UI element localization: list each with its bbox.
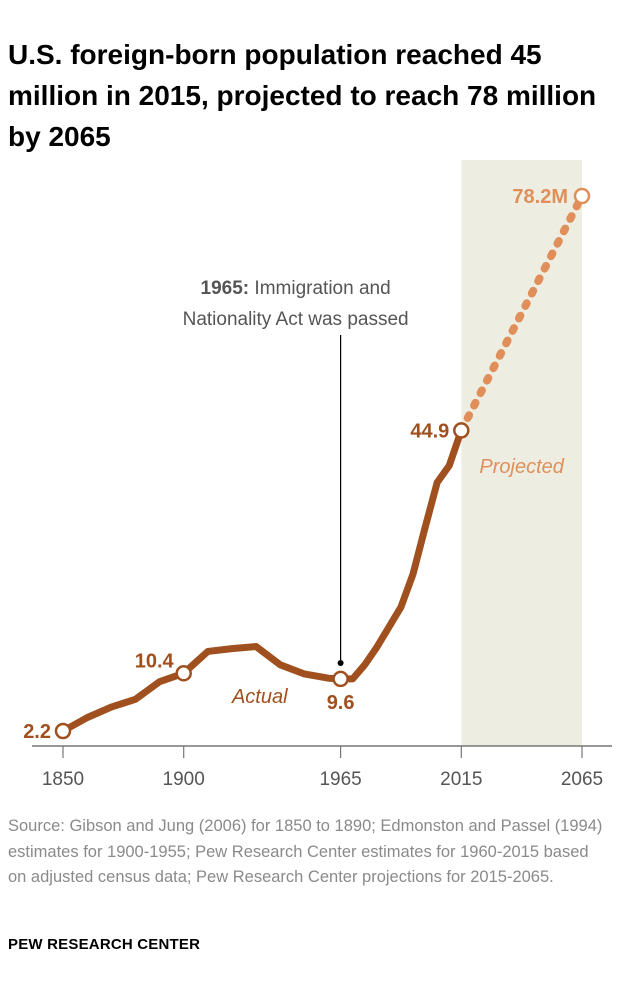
annotation-line1: Immigration and xyxy=(254,278,390,299)
x-tick-label: 1850 xyxy=(42,769,84,790)
x-tick-label: 2065 xyxy=(561,769,603,790)
data-point-marker xyxy=(573,187,591,205)
annotation-text-line1: 1965: Immigration and xyxy=(201,278,391,299)
annotation-1965: 1965: Immigration and Nationality Act wa… xyxy=(183,278,409,666)
annotation-dot xyxy=(337,660,344,666)
data-point-marker xyxy=(54,722,72,740)
data-label: 44.9 xyxy=(410,420,449,442)
projection-band xyxy=(461,160,582,746)
series-label-projected: Projected xyxy=(479,456,564,478)
data-label: 2.2 xyxy=(23,721,51,743)
data-point-marker xyxy=(453,422,470,439)
data-label: 9.6 xyxy=(327,692,355,714)
data-point-marker xyxy=(332,670,349,688)
series-line-actual xyxy=(59,426,465,735)
data-label: 78.2M xyxy=(512,186,568,208)
brand-logo-text: PEW RESEARCH CENTER xyxy=(8,936,201,953)
data-label: 10.4 xyxy=(135,650,175,672)
series-label-actual: Actual xyxy=(231,686,288,708)
x-tick-label: 2015 xyxy=(440,769,482,790)
source-note: Source: Gibson and Jung (2006) for 1850 … xyxy=(8,817,603,886)
annotation-bold: 1965: xyxy=(201,278,250,299)
series-line-projected xyxy=(457,192,586,435)
annotation-text-line2: Nationality Act was passed xyxy=(183,309,409,330)
x-tick-label: 1965 xyxy=(319,769,361,790)
x-tick-label: 1900 xyxy=(163,769,205,790)
chart-title: U.S. foreign-born population reached 45 … xyxy=(8,39,597,152)
data-point-marker xyxy=(175,665,192,682)
